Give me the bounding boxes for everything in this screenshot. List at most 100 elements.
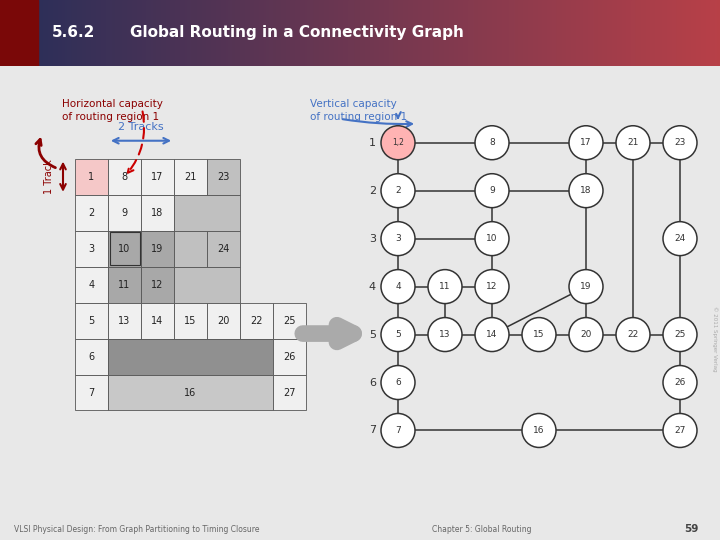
Bar bbox=[286, 0, 289, 66]
Bar bbox=[79, 0, 82, 66]
Bar bbox=[178, 0, 181, 66]
Bar bbox=[610, 0, 613, 66]
Bar bbox=[2, 0, 5, 66]
Bar bbox=[113, 0, 116, 66]
Bar bbox=[70, 0, 73, 66]
Circle shape bbox=[381, 269, 415, 303]
Text: 6: 6 bbox=[89, 352, 94, 362]
Bar bbox=[0, 0, 3, 66]
Bar bbox=[243, 0, 246, 66]
Bar bbox=[684, 0, 687, 66]
Bar bbox=[108, 339, 273, 375]
Circle shape bbox=[663, 318, 697, 352]
Bar bbox=[99, 0, 102, 66]
Bar bbox=[657, 0, 660, 66]
Bar bbox=[549, 0, 552, 66]
Bar bbox=[259, 0, 262, 66]
Bar bbox=[216, 0, 219, 66]
Bar bbox=[175, 0, 178, 66]
Bar bbox=[295, 0, 298, 66]
Text: © 2011 Springer Verlag: © 2011 Springer Verlag bbox=[712, 306, 718, 372]
Bar bbox=[377, 0, 379, 66]
Bar bbox=[63, 0, 66, 66]
Text: 26: 26 bbox=[675, 378, 685, 387]
Bar bbox=[425, 0, 428, 66]
Bar bbox=[166, 0, 168, 66]
Bar bbox=[55, 0, 58, 66]
Bar bbox=[372, 0, 375, 66]
Bar bbox=[19, 0, 22, 66]
Text: Chapter 5: Global Routing: Chapter 5: Global Routing bbox=[432, 525, 531, 534]
Text: 14: 14 bbox=[486, 330, 498, 339]
Bar bbox=[394, 0, 397, 66]
Bar bbox=[410, 0, 413, 66]
Bar bbox=[369, 0, 372, 66]
Bar bbox=[91, 0, 94, 66]
Bar bbox=[141, 195, 174, 231]
Bar bbox=[257, 0, 260, 66]
Bar bbox=[583, 0, 586, 66]
Text: 6: 6 bbox=[369, 377, 376, 388]
Text: 23: 23 bbox=[217, 172, 230, 181]
Bar bbox=[449, 0, 451, 66]
Bar bbox=[115, 0, 118, 66]
Bar bbox=[103, 0, 106, 66]
Bar bbox=[315, 0, 318, 66]
Bar bbox=[362, 0, 365, 66]
Bar bbox=[149, 0, 152, 66]
Bar bbox=[84, 0, 87, 66]
Bar bbox=[12, 0, 15, 66]
Bar bbox=[367, 0, 370, 66]
Bar bbox=[211, 0, 214, 66]
Bar bbox=[718, 0, 720, 66]
Bar bbox=[319, 0, 322, 66]
Text: 8: 8 bbox=[489, 138, 495, 147]
Bar bbox=[65, 0, 68, 66]
Bar bbox=[492, 0, 495, 66]
Bar bbox=[75, 231, 108, 267]
Text: 1: 1 bbox=[369, 138, 376, 148]
Bar bbox=[711, 0, 714, 66]
Bar bbox=[595, 0, 598, 66]
Bar bbox=[174, 302, 207, 339]
Bar bbox=[348, 0, 351, 66]
Text: 5: 5 bbox=[395, 330, 401, 339]
Bar bbox=[60, 0, 63, 66]
Bar bbox=[7, 0, 10, 66]
Bar bbox=[703, 0, 706, 66]
Bar bbox=[439, 0, 442, 66]
Text: 23: 23 bbox=[675, 138, 685, 147]
Circle shape bbox=[475, 126, 509, 160]
Bar bbox=[607, 0, 610, 66]
Bar bbox=[240, 302, 273, 339]
Bar bbox=[290, 0, 293, 66]
Text: 18: 18 bbox=[151, 208, 163, 218]
Bar bbox=[94, 0, 96, 66]
Bar bbox=[679, 0, 682, 66]
Circle shape bbox=[569, 318, 603, 352]
Bar bbox=[614, 0, 617, 66]
Bar bbox=[245, 0, 248, 66]
Bar bbox=[538, 0, 541, 66]
Text: 6: 6 bbox=[395, 378, 401, 387]
Bar bbox=[482, 0, 485, 66]
Bar bbox=[108, 375, 273, 410]
Text: 2: 2 bbox=[395, 186, 401, 195]
Circle shape bbox=[381, 414, 415, 448]
Bar bbox=[139, 0, 142, 66]
Bar bbox=[466, 0, 469, 66]
Bar bbox=[408, 0, 411, 66]
Bar bbox=[81, 0, 84, 66]
Bar bbox=[547, 0, 550, 66]
Bar bbox=[401, 0, 404, 66]
Bar bbox=[252, 0, 255, 66]
Bar bbox=[444, 0, 447, 66]
Bar bbox=[708, 0, 711, 66]
Bar bbox=[485, 0, 487, 66]
Bar bbox=[365, 0, 368, 66]
Bar bbox=[110, 0, 113, 66]
Bar bbox=[29, 0, 32, 66]
Bar bbox=[24, 0, 27, 66]
Bar bbox=[271, 0, 274, 66]
Bar bbox=[50, 0, 53, 66]
